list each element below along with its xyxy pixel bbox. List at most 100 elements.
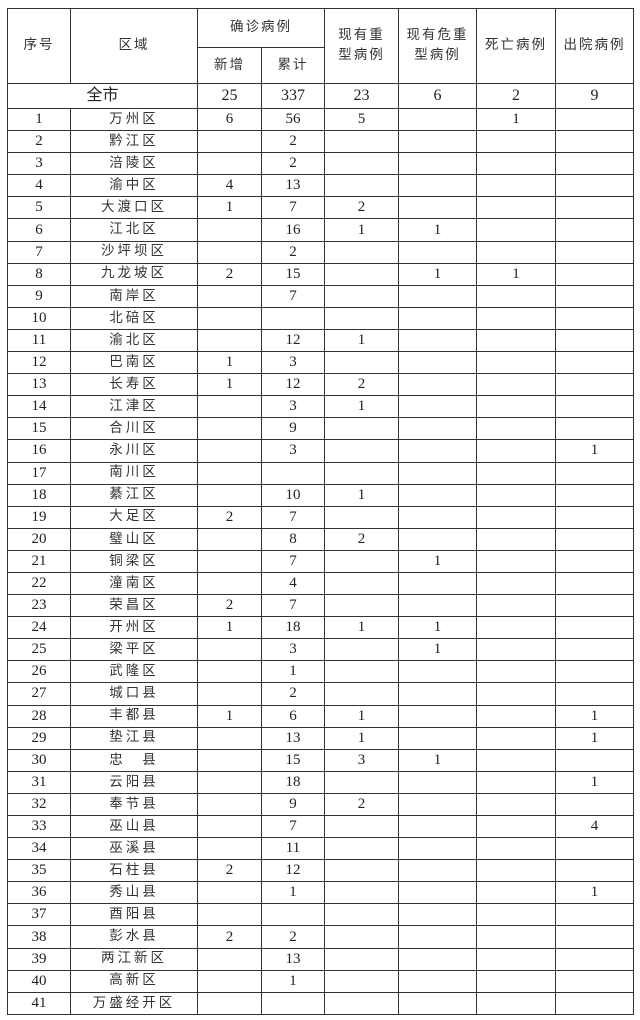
- row-no: 10: [7, 306, 71, 330]
- new-cases: [197, 881, 262, 905]
- discharged: [555, 969, 634, 993]
- critical-cases: [398, 152, 477, 176]
- table-row: 11 渝北区 12 1: [7, 328, 634, 353]
- discharged: [555, 660, 634, 684]
- cumulative-cases: 2: [261, 682, 325, 706]
- case-statistics-table: 序号 区域 确诊病例 现有重型病例 现有危重型病例 死亡病例 出院病例 新增 累…: [7, 8, 634, 1015]
- deaths: [476, 814, 556, 839]
- severe-cases: [324, 417, 399, 441]
- header-deaths: 死亡病例: [476, 8, 556, 84]
- new-cases: [197, 770, 262, 794]
- new-cases: [197, 726, 262, 750]
- row-no: 3: [7, 152, 71, 176]
- discharged: [555, 328, 634, 353]
- critical-cases: [398, 925, 477, 949]
- deaths: [476, 439, 556, 463]
- cumulative-cases: 15: [261, 748, 325, 772]
- discharged: [555, 461, 634, 485]
- discharged: [555, 218, 634, 242]
- deaths: [476, 549, 556, 573]
- severe-cases: 1: [324, 616, 399, 640]
- critical-cases: [398, 373, 477, 397]
- cumulative-cases: 2: [261, 130, 325, 154]
- header-severe: 现有重型病例: [324, 8, 399, 84]
- table-row: 26 武隆区 1: [7, 660, 634, 684]
- discharged: [555, 925, 634, 949]
- deaths: [476, 483, 556, 507]
- new-cases: [197, 682, 262, 706]
- discharged: [555, 594, 634, 618]
- row-no: 37: [7, 903, 71, 927]
- deaths: [476, 130, 556, 154]
- region-name: 铜梁区: [70, 549, 198, 573]
- severe-cases: [324, 152, 399, 176]
- cumulative-cases: 15: [261, 262, 325, 286]
- table-row: 3 涪陵区 2: [7, 152, 634, 176]
- deaths: [476, 306, 556, 330]
- critical-cases: [398, 328, 477, 353]
- deaths: [476, 351, 556, 375]
- cumulative-cases: 16: [261, 218, 325, 242]
- region-name: 渝中区: [70, 174, 198, 198]
- new-cases: 2: [197, 925, 262, 949]
- discharged: [555, 417, 634, 441]
- new-cases: [197, 395, 262, 419]
- cumulative-cases: 12: [261, 373, 325, 397]
- cumulative-cases: [261, 903, 325, 927]
- critical-cases: [398, 770, 477, 794]
- critical-cases: [398, 903, 477, 927]
- table-row: 4 渝中区 4 13: [7, 174, 634, 198]
- region-name: 黔江区: [70, 130, 198, 154]
- region-name: 开州区: [70, 616, 198, 640]
- critical-cases: [398, 351, 477, 375]
- row-no: 25: [7, 638, 71, 662]
- region-name: 酉阳县: [70, 903, 198, 927]
- discharged: [555, 284, 634, 308]
- cumulative-cases: 7: [261, 284, 325, 308]
- row-no: 33: [7, 814, 71, 839]
- severe-cases: 2: [324, 196, 399, 220]
- discharged: [555, 991, 634, 1015]
- severe-cases: 1: [324, 218, 399, 242]
- discharged: [555, 373, 634, 397]
- new-cases: 6: [197, 107, 262, 132]
- critical-cases: [398, 837, 477, 861]
- severe-cases: [324, 969, 399, 993]
- critical-cases: [398, 417, 477, 441]
- table-row: 10 北碚区: [7, 306, 634, 330]
- severe-cases: 2: [324, 373, 399, 397]
- table-row: 12 巴南区 1 3: [7, 351, 634, 375]
- discharged: [555, 748, 634, 772]
- header-region: 区域: [70, 8, 198, 84]
- severe-cases: [324, 549, 399, 573]
- table-row: 25 梁平区 3 1: [7, 638, 634, 662]
- critical-cases: [398, 726, 477, 750]
- region-name: 北碚区: [70, 306, 198, 330]
- region-name: 南川区: [70, 461, 198, 485]
- critical-cases: [398, 571, 477, 596]
- discharged: [555, 947, 634, 971]
- row-no: 23: [7, 594, 71, 618]
- discharged: [555, 174, 634, 198]
- critical-cases: [398, 991, 477, 1015]
- cumulative-cases: 56: [261, 107, 325, 132]
- row-no: 30: [7, 748, 71, 772]
- region-name: 璧山区: [70, 527, 198, 551]
- new-cases: 2: [197, 262, 262, 286]
- critical-cases: [398, 196, 477, 220]
- cumulative-cases: 1: [261, 660, 325, 684]
- region-name: 南岸区: [70, 284, 198, 308]
- critical-cases: [398, 461, 477, 485]
- critical-cases: [398, 130, 477, 154]
- cumulative-cases: 2: [261, 240, 325, 264]
- cumulative-cases: 4: [261, 571, 325, 596]
- row-no: 12: [7, 351, 71, 375]
- region-name: 沙坪坝区: [70, 240, 198, 264]
- new-cases: [197, 306, 262, 330]
- deaths: [476, 947, 556, 971]
- critical-cases: [398, 660, 477, 684]
- deaths: [476, 174, 556, 198]
- region-name: 忠 县: [70, 748, 198, 772]
- table-row: 27 城口县 2: [7, 682, 634, 706]
- new-cases: [197, 903, 262, 927]
